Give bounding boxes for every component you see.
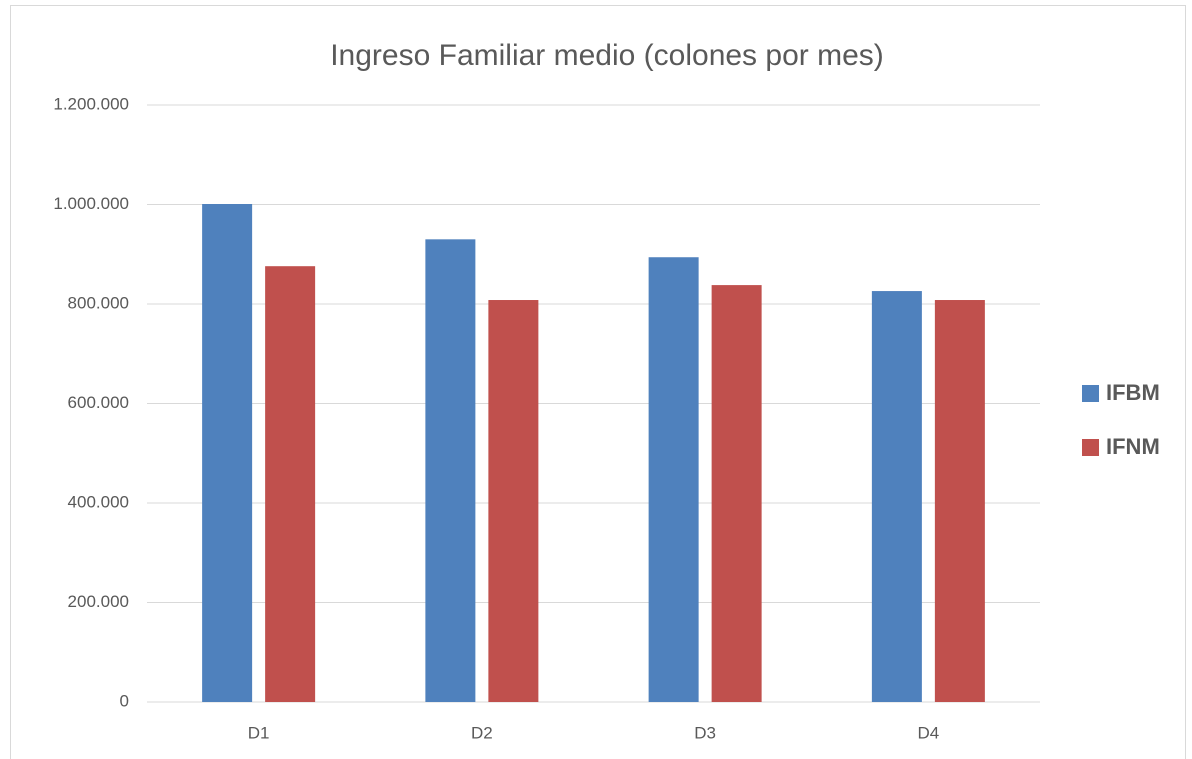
y-tick-label: 600.000	[68, 393, 129, 412]
legend-swatch	[1082, 439, 1099, 456]
bar	[711, 285, 762, 702]
y-tick-label: 1.200.000	[53, 94, 129, 113]
bar	[488, 300, 539, 702]
bar	[648, 257, 699, 702]
bar	[202, 204, 253, 702]
x-tick-label: D2	[471, 723, 493, 742]
bar	[871, 291, 922, 702]
legend-swatch	[1082, 385, 1099, 402]
bar	[265, 266, 316, 702]
chart-border	[10, 5, 1186, 759]
bar	[425, 239, 476, 702]
x-tick-label: D1	[248, 723, 270, 742]
x-tick-label: D4	[918, 723, 940, 742]
bar	[934, 300, 985, 702]
y-tick-label: 1.000.000	[53, 194, 129, 213]
y-tick-label: 200.000	[68, 592, 129, 611]
legend-label: IFBM	[1106, 380, 1160, 405]
y-tick-label: 0	[120, 691, 129, 710]
legend-label: IFNM	[1106, 434, 1160, 459]
y-tick-label: 800.000	[68, 293, 129, 312]
chart-title: Ingreso Familiar medio (colones por mes)	[330, 39, 884, 72]
y-tick-label: 400.000	[68, 492, 129, 511]
x-tick-label: D3	[694, 723, 716, 742]
